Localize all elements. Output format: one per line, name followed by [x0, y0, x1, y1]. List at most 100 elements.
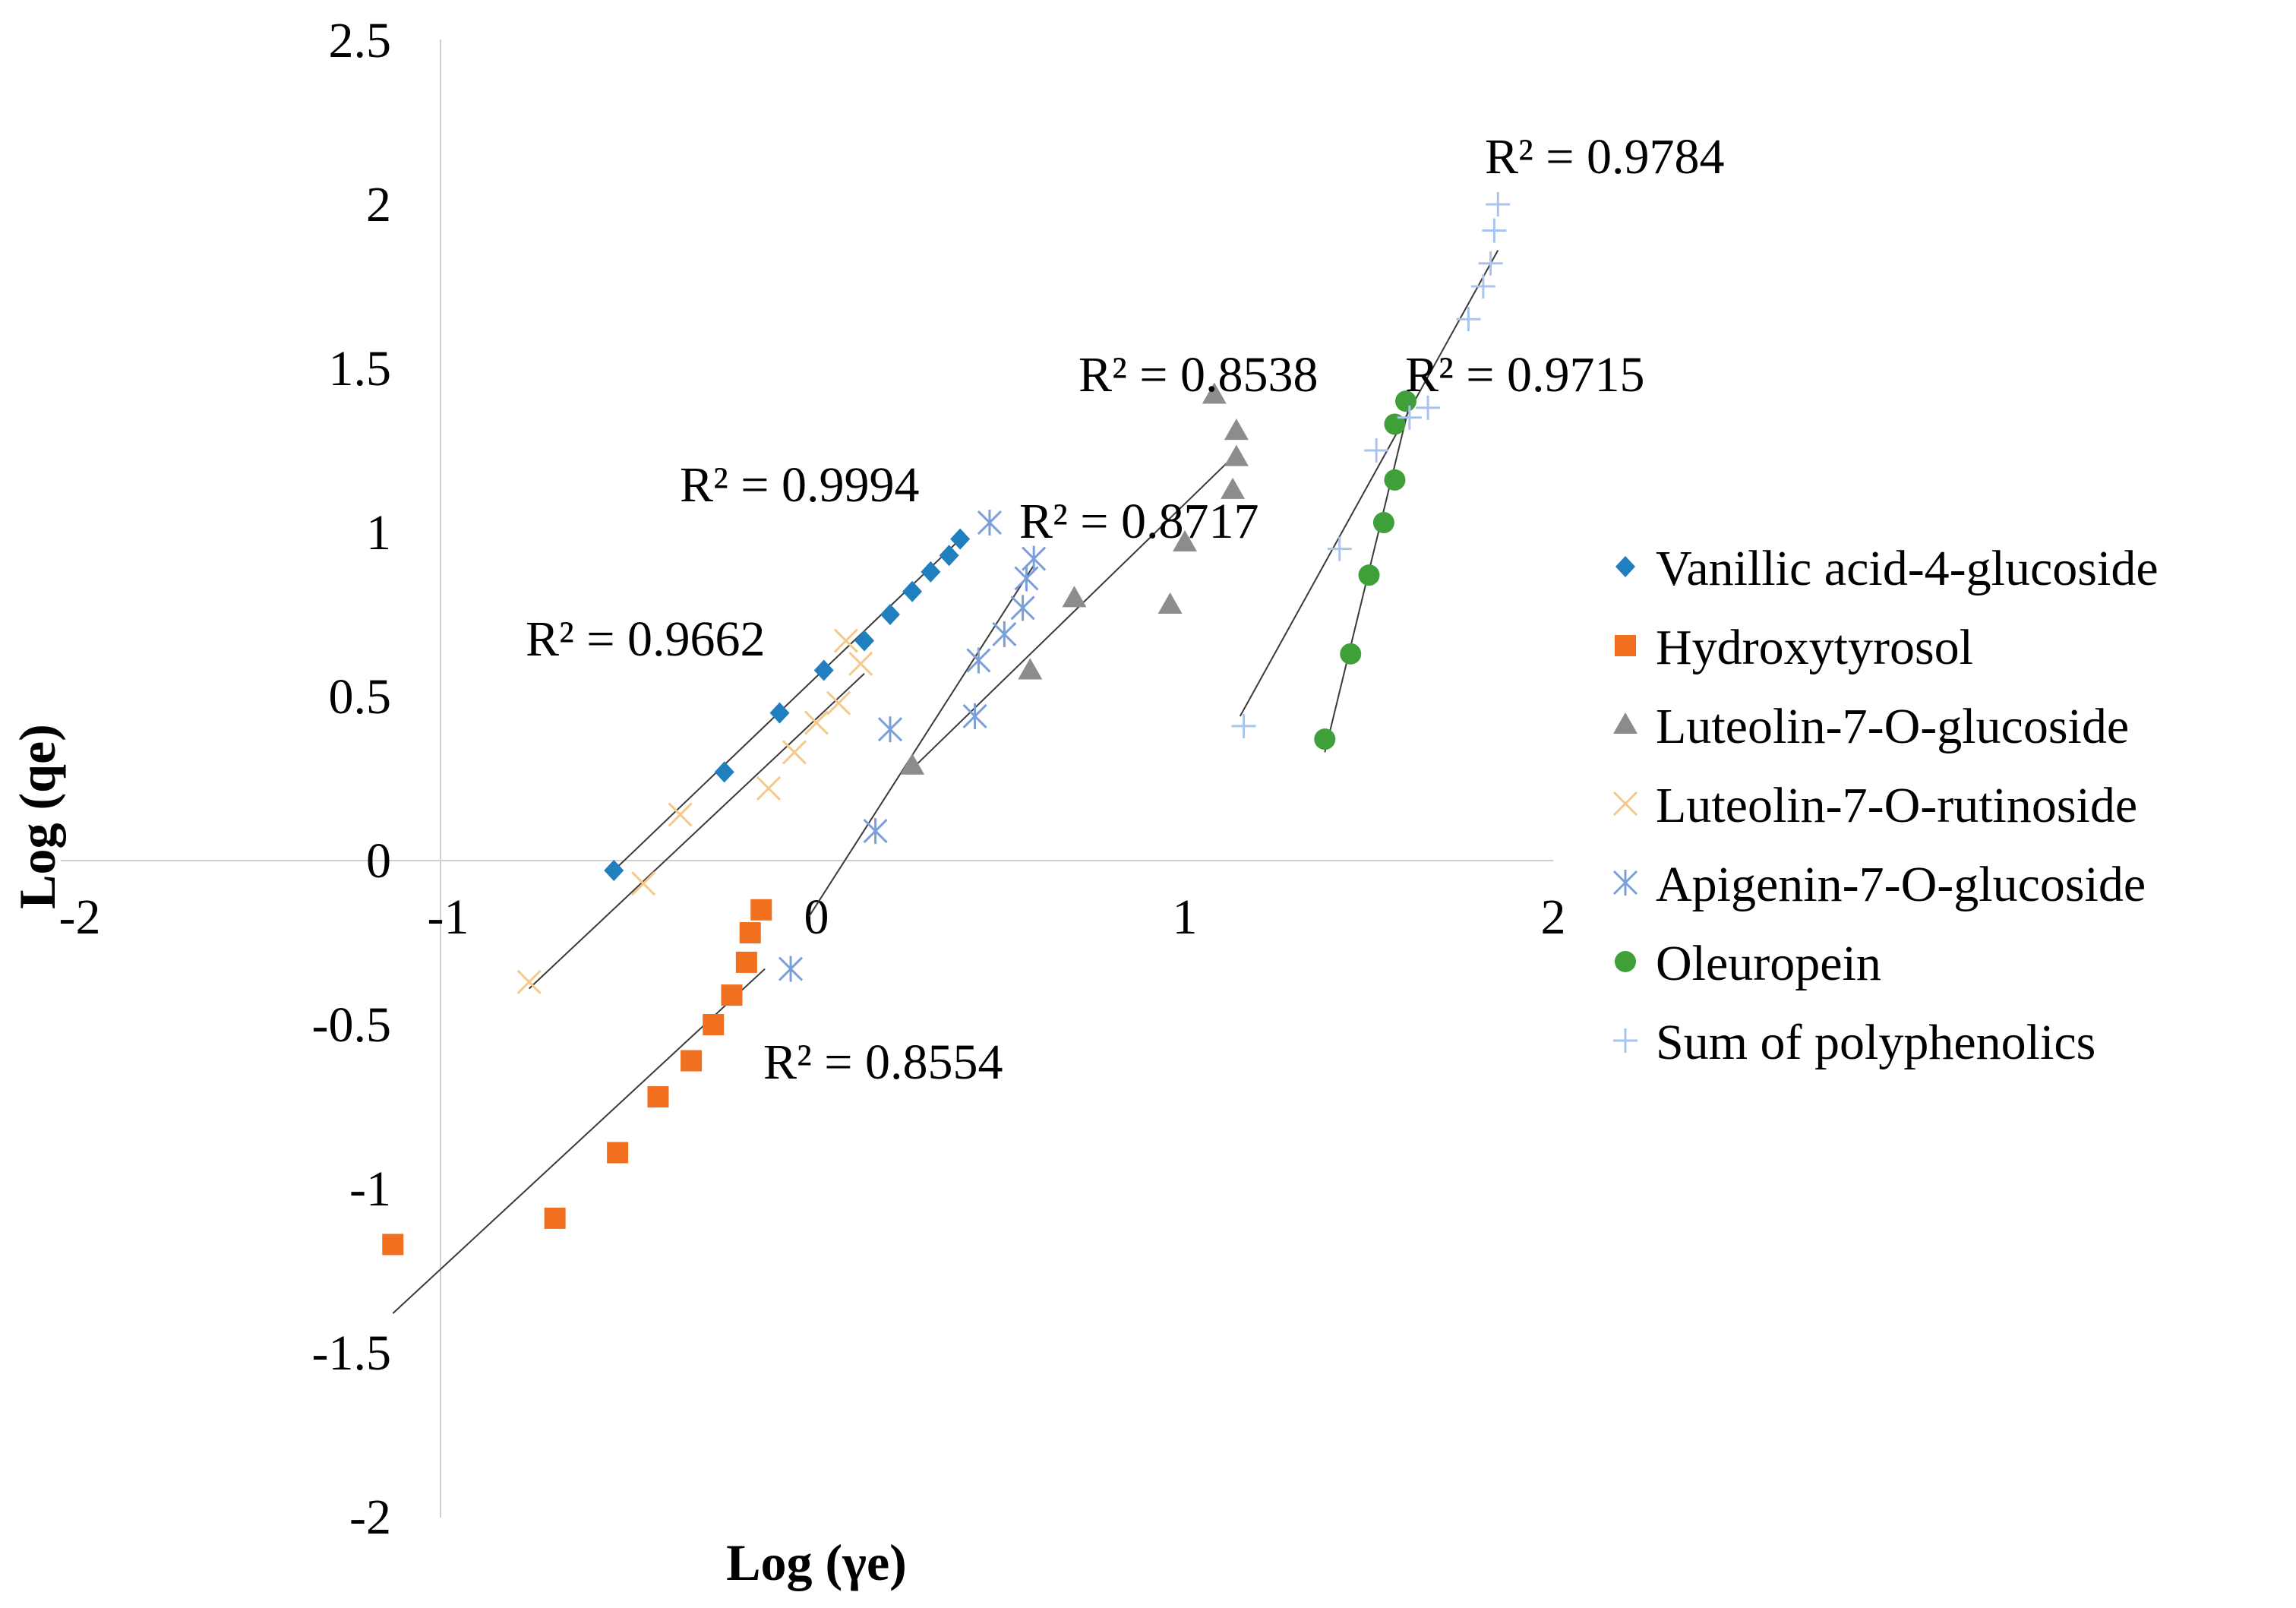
data-point — [703, 1014, 725, 1035]
data-point — [735, 951, 757, 973]
data-point — [544, 1207, 566, 1229]
data-point — [1384, 469, 1406, 491]
data-point — [1372, 512, 1394, 534]
data-point — [1010, 595, 1035, 621]
x-tick-label: 1 — [1173, 889, 1198, 945]
data-point — [848, 651, 873, 676]
data-point — [833, 628, 858, 653]
legend-label: Luteolin-7-O-rutinoside — [1656, 778, 2137, 833]
r-squared-label: R² = 0.9784 — [1485, 129, 1725, 185]
data-point — [1157, 592, 1183, 614]
data-point — [1340, 643, 1362, 665]
data-point — [1395, 390, 1416, 412]
data-point — [900, 753, 925, 775]
data-point — [1486, 192, 1511, 216]
data-point — [1231, 713, 1256, 738]
data-point — [1613, 712, 1638, 734]
data-point-stroke — [826, 690, 851, 716]
y-tick-label: -2 — [349, 1490, 391, 1545]
trendlines — [392, 249, 1499, 1314]
data-point — [880, 604, 900, 625]
data-point — [721, 984, 743, 1006]
data-point — [516, 969, 542, 994]
data-point — [607, 1142, 629, 1164]
data-point — [382, 1234, 404, 1256]
data-point-stroke — [1612, 791, 1638, 817]
data-point — [769, 702, 790, 724]
data-point-stroke — [782, 740, 807, 765]
legend: Vanillic acid-4-glucoside Hydroxytyrosol L… — [1612, 541, 2159, 1070]
legend-item: Apigenin-7-O-glucoside — [1612, 857, 2146, 912]
y-tick-label: 0.5 — [329, 669, 392, 725]
legend-item: Oleuropein — [1615, 936, 1881, 991]
data-point — [1327, 536, 1352, 561]
r-squared-label: R² = 0.8717 — [1019, 494, 1259, 549]
series-points — [604, 528, 971, 881]
data-point — [1173, 529, 1197, 551]
data-point — [1470, 274, 1495, 299]
legend-label: Luteolin-7-O-glucoside — [1656, 699, 2129, 754]
y-tick-label: 1 — [366, 505, 391, 561]
legend-item: Sum of polyphenolics — [1613, 1015, 2095, 1070]
data-point — [647, 1086, 669, 1108]
y-axis-title: Log (qe) — [8, 724, 66, 909]
data-point — [921, 561, 941, 583]
data-point — [977, 510, 1003, 536]
x-tick-label: 2 — [1541, 889, 1566, 945]
legend-item: Vanillic acid-4-glucoside — [1615, 541, 2159, 596]
legend-label: Hydroxytyrosol — [1656, 620, 1973, 675]
x-tick-label: 0 — [804, 889, 829, 945]
x-axis-title: Log (γe) — [726, 1534, 907, 1591]
data-point — [1022, 545, 1047, 572]
data-point — [782, 740, 807, 765]
series-points — [516, 628, 873, 994]
data-point — [863, 818, 888, 845]
data-point — [681, 1050, 703, 1072]
data-point — [966, 647, 991, 674]
data-point — [950, 528, 971, 550]
r-squared-label: R² = 0.8554 — [763, 1035, 1003, 1090]
series-points — [382, 899, 772, 1256]
data-point — [1613, 1028, 1638, 1053]
trendline — [1239, 249, 1499, 717]
data-point — [1384, 413, 1406, 435]
trendline — [808, 564, 1034, 917]
data-point — [1221, 477, 1246, 499]
data-point — [1364, 438, 1389, 463]
x-tick-label: -1 — [428, 889, 469, 945]
legend-label: Oleuropein — [1656, 936, 1881, 991]
r-squared-label: R² = 0.9715 — [1405, 347, 1645, 403]
data-point — [1478, 251, 1503, 276]
data-point — [804, 710, 829, 735]
data-point-stroke — [833, 628, 858, 653]
r-squared-label: R² = 0.8538 — [1079, 347, 1319, 403]
y-tick-label: 2.5 — [329, 13, 392, 68]
y-tick-label: -1.5 — [312, 1325, 391, 1381]
legend-item: Hydroxytyrosol — [1615, 620, 1973, 675]
data-point — [1612, 791, 1638, 817]
legend-label: Vanillic acid-4-glucoside — [1656, 541, 2159, 596]
data-point — [739, 922, 761, 944]
r-squared-labels: R² = 0.9994 R² = 0.8554 R² = 0.8538 R² = 0.… — [526, 129, 1725, 1090]
data-point — [750, 899, 772, 921]
data-point — [714, 761, 734, 783]
series-points — [1231, 192, 1511, 738]
data-point-stroke — [804, 710, 829, 735]
data-point — [1202, 382, 1227, 404]
axes — [61, 39, 1553, 1518]
data-point — [1358, 564, 1380, 586]
data-point — [902, 580, 923, 602]
data-point — [1416, 395, 1441, 420]
data-point-stroke — [668, 802, 693, 827]
data-point — [1224, 444, 1249, 466]
y-tick-label: -0.5 — [312, 997, 391, 1053]
tick-labels: -2 -1 0 1 2 2.5 2 1.5 1 0.5 0 -0.5 -1 -1.5 -2 — [59, 13, 1566, 1545]
data-point — [854, 630, 875, 652]
x-tick-label: -2 — [59, 889, 101, 945]
data-point — [1018, 658, 1043, 680]
r-squared-label: R² = 0.9994 — [680, 457, 920, 513]
data-point — [668, 802, 693, 827]
data-point — [1456, 307, 1481, 332]
legend-item: Luteolin-7-O-rutinoside — [1612, 778, 2137, 833]
